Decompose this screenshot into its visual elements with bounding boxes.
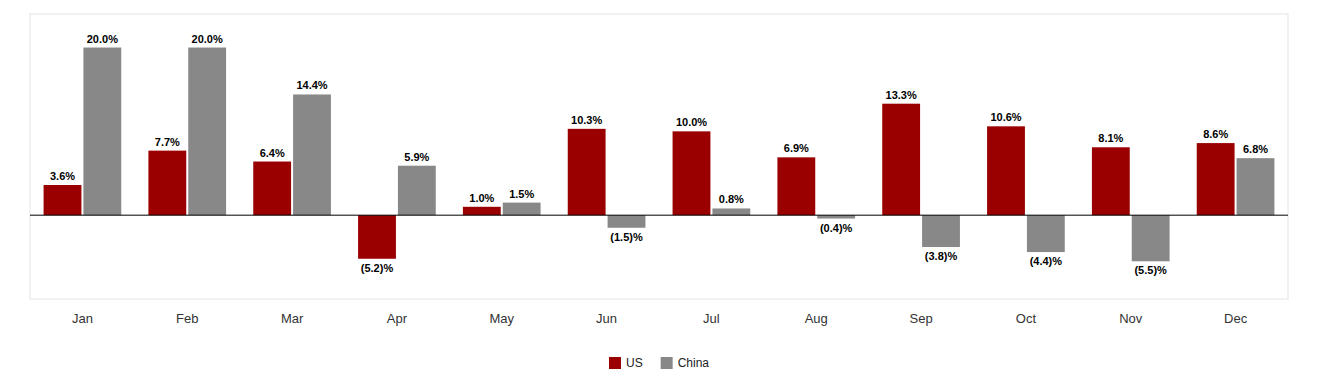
bar (987, 126, 1025, 215)
data-label: (5.2)% (361, 262, 394, 274)
x-tick-label: Nov (1119, 311, 1143, 326)
bar (83, 48, 121, 216)
data-label: 8.6% (1203, 128, 1228, 140)
legend-label: China (678, 356, 710, 370)
data-label: (3.8)% (925, 250, 958, 262)
data-label: 20.0% (192, 33, 223, 45)
data-label: 6.4% (260, 147, 285, 159)
x-tick-label: Jun (596, 311, 617, 326)
data-label: 10.0% (676, 116, 707, 128)
x-tick-label: Jul (703, 311, 720, 326)
data-label: 3.6% (50, 170, 75, 182)
x-tick-label: Aug (805, 311, 828, 326)
bar (777, 157, 815, 215)
legend-swatch (661, 357, 673, 369)
data-label: 8.1% (1098, 132, 1123, 144)
bar (568, 129, 606, 215)
data-label: 13.3% (886, 89, 917, 101)
bar (44, 185, 82, 215)
x-tick-label: Jan (72, 311, 93, 326)
legend-item: China (661, 356, 710, 370)
bar (148, 151, 186, 216)
x-tick-label: Feb (176, 311, 198, 326)
bar (608, 215, 646, 228)
data-label: 20.0% (87, 33, 118, 45)
x-tick-label: Sep (910, 311, 933, 326)
data-label: 0.8% (719, 193, 744, 205)
baseline (30, 215, 1288, 216)
bar (503, 203, 541, 216)
data-labels: 3.6% 7.7% 6.4% (5.2)% 1.0% 10.3% 10.0% 6.9% 13.3… (50, 33, 1268, 277)
x-tick-label: Dec (1224, 311, 1248, 326)
data-label: 7.7% (155, 136, 180, 148)
bar (463, 207, 501, 215)
bar (1237, 158, 1275, 215)
legend-label: US (626, 356, 643, 370)
data-label: 10.3% (571, 114, 602, 126)
bar (712, 208, 750, 215)
data-label: 1.5% (509, 188, 534, 200)
data-label: 14.4% (296, 79, 327, 91)
data-label: 6.8% (1243, 143, 1268, 155)
data-label: 6.9% (784, 142, 809, 154)
bar (398, 166, 436, 215)
x-tick-label: Oct (1016, 311, 1037, 326)
bar (253, 162, 291, 216)
data-label: 10.6% (990, 111, 1021, 123)
legend-item: US (609, 356, 643, 370)
bars (44, 48, 1275, 262)
bar (358, 215, 396, 259)
bar (1132, 215, 1170, 261)
bar (188, 48, 226, 216)
data-label: (1.5)% (610, 231, 643, 243)
bar (817, 215, 855, 218)
legend-swatch (609, 357, 621, 369)
data-label: 1.0% (469, 192, 494, 204)
plot-frame (30, 14, 1288, 299)
bar (922, 215, 960, 247)
bar (1197, 143, 1235, 215)
legend: US China (609, 356, 709, 370)
bar (1092, 147, 1130, 215)
bar (1027, 215, 1065, 252)
x-tick-label: May (489, 311, 514, 326)
x-axis: Jan Feb Mar Apr May Jun Jul Aug Sep Oct Nov Dec (72, 311, 1248, 326)
bar (673, 131, 711, 215)
data-label: 5.9% (404, 151, 429, 163)
bar (882, 104, 920, 215)
data-label: (0.4)% (820, 222, 853, 234)
x-tick-label: Mar (281, 311, 304, 326)
chart: 3.6% 7.7% 6.4% (5.2)% 1.0% 10.3% 10.0% 6.9% 13.3… (0, 0, 1318, 391)
data-label: (5.5)% (1134, 264, 1167, 276)
data-label: (4.4)% (1030, 255, 1063, 267)
bar (293, 94, 331, 215)
x-tick-label: Apr (387, 311, 408, 326)
